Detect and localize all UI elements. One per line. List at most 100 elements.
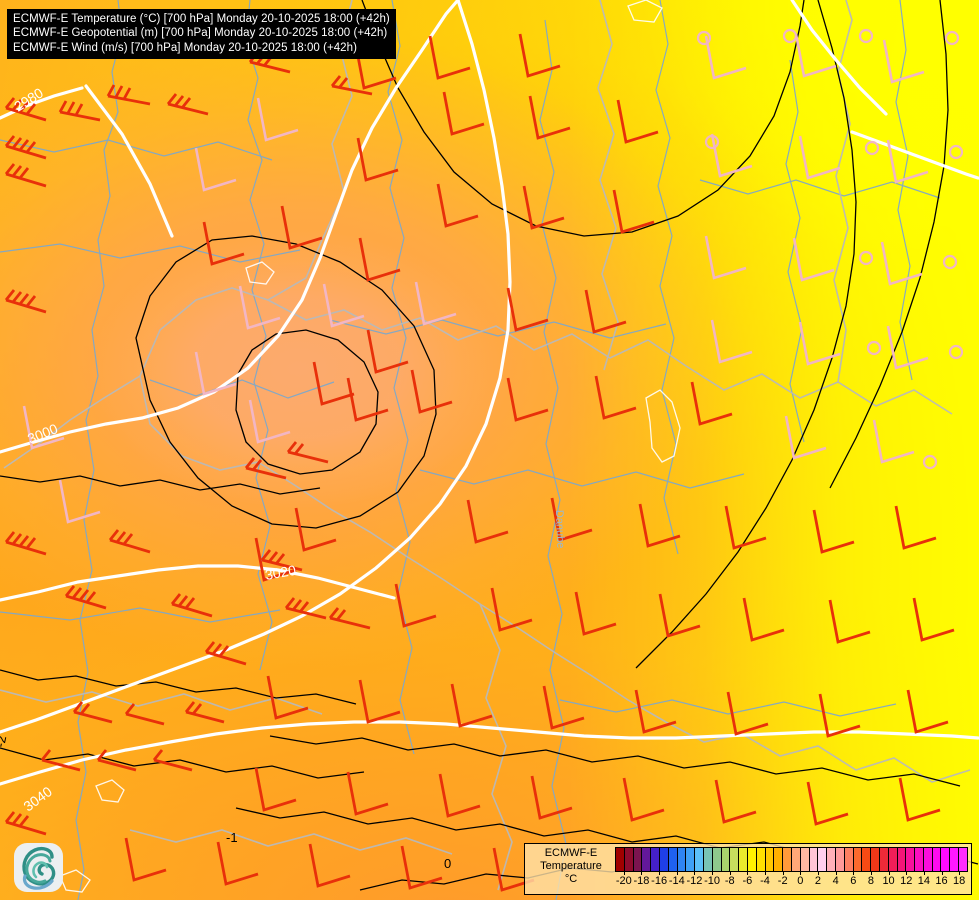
colorbar-tick-label: -6: [742, 875, 753, 887]
colorbar-swatch: [888, 848, 898, 871]
colorbar-swatch: [756, 848, 766, 871]
colorbar-tick-mark: [765, 872, 767, 875]
colorbar-swatch: [659, 848, 669, 871]
colorbar-tick-mark: [623, 872, 625, 875]
colorbar: [615, 847, 968, 872]
colorbar-swatch: [941, 848, 951, 871]
colorbar-swatch: [633, 848, 643, 871]
colorbar-tick-mark: [835, 872, 837, 875]
river-network: [0, 0, 941, 900]
title-line-geopotential: ECMWF-E Geopotential (m) [700 hPa] Monda…: [13, 27, 388, 40]
colorbar-tick-mark: [800, 872, 802, 875]
colorbar-tick-mark: [888, 872, 890, 875]
geopotential-label-3040: 3040: [20, 783, 55, 814]
colorbar-tick-label: -18: [633, 875, 650, 887]
colorbar-swatch: [932, 848, 942, 871]
colorbar-swatch: [747, 848, 757, 871]
colorbar-tick-label: -16: [651, 875, 668, 887]
colorbar-tick-label: -12: [686, 875, 703, 887]
colorbar-swatch: [765, 848, 775, 871]
colorbar-tick-mark: [641, 872, 643, 875]
colorbar-tick-mark: [782, 872, 784, 875]
colorbar-tick-mark: [853, 872, 855, 875]
isotherm-label-minus1: -1: [226, 830, 238, 845]
colorbar-tick-mark: [923, 872, 925, 875]
colorbar-swatch: [827, 848, 836, 871]
colorbar-tick-label: 2: [814, 875, 822, 887]
colorbar-swatch: [686, 848, 696, 871]
colorbar-tick-label: 0: [797, 875, 804, 887]
colorbar-ticks: -20 -18 -16 -14 -12 -10 -8 -6 -4 -2 0 2 4 6 8 10 12 14 16 1…: [615, 872, 968, 894]
legend-unit: °C: [564, 873, 578, 885]
geopotential-contour-labels: 2980 3000 3020 3040: [11, 84, 297, 814]
colorbar-tick-mark: [817, 872, 819, 875]
colorbar-swatch: [800, 848, 810, 871]
colorbar-swatch: [774, 848, 784, 871]
colorbar-swatch: [862, 848, 872, 871]
colorbar-tick-mark: [729, 872, 731, 875]
colorbar-swatch: [703, 848, 713, 871]
colorbar-tick-label: 18: [953, 875, 966, 887]
colorbar-swatch: [616, 848, 625, 871]
river-label-danube: Danube: [553, 510, 566, 549]
colorbar-tick-mark: [870, 872, 872, 875]
title-line-wind: ECMWF-E Wind (m/s) [700 hPa] Monday 20-1…: [13, 41, 357, 54]
legend-label: ECMWF-E Temperature °C: [529, 847, 613, 886]
title-line-temperature: ECMWF-E Temperature (°C) [700 hPa] Monda…: [13, 13, 390, 25]
colorbar-swatch: [809, 848, 819, 871]
colorbar-swatch: [730, 848, 740, 871]
cyclone-spiral-logo[interactable]: [14, 843, 63, 892]
colorbar-swatch: [739, 848, 748, 871]
isotherm-labels: -2 -1 0: [0, 734, 451, 871]
colorbar-tick-mark: [659, 872, 661, 875]
spiral-icon: [22, 847, 56, 890]
colorbar-tick-label: 12: [900, 875, 913, 887]
colorbar-tick-label: -2: [777, 875, 788, 887]
colorbar-swatch: [844, 848, 854, 871]
legend-box: ECMWF-E Temperature °C -20 -18 -16 -14 -12 -1…: [524, 843, 972, 895]
wind-barbs-strong: [4, 33, 955, 892]
colorbar-swatch: [871, 848, 880, 871]
colorbar-tick-label: 10: [882, 875, 895, 887]
geopotential-label-2980: 2980: [11, 84, 46, 114]
colorbar-swatch: [783, 848, 792, 871]
colorbar-tick-label: 16: [935, 875, 948, 887]
geopotential-label-3000: 3000: [25, 420, 60, 447]
colorbar-tick-label: -20: [615, 875, 632, 887]
colorbar-swatch: [695, 848, 704, 871]
isotherm-label-zero: 0: [444, 856, 451, 871]
colorbar-swatch: [818, 848, 828, 871]
colorbar-tick-label: -10: [704, 875, 721, 887]
colorbar-tick-mark: [959, 872, 961, 875]
colorbar-swatch: [915, 848, 924, 871]
colorbar-swatch: [791, 848, 801, 871]
legend-model-name: ECMWF-E: [544, 847, 598, 859]
colorbar-swatch: [624, 848, 634, 871]
colorbar-tick-mark: [906, 872, 908, 875]
colorbar-tick-mark: [712, 872, 714, 875]
colorbar-swatch: [950, 848, 960, 871]
colorbar-tick-label: 6: [850, 875, 857, 887]
colorbar-tick-mark: [694, 872, 696, 875]
legend-variable-name: Temperature: [540, 860, 602, 872]
colorbar-swatch: [906, 848, 916, 871]
colorbar-tick-mark: [676, 872, 678, 875]
wind-barbs-light: [22, 28, 964, 524]
colorbar-swatch: [835, 848, 845, 871]
colorbar-swatch: [642, 848, 652, 871]
title-box: ECMWF-E Temperature (°C) [700 hPa] Monda…: [7, 9, 396, 59]
colorbar-tick-label: -4: [760, 875, 770, 887]
isotherm-label-minus2: -2: [0, 734, 9, 748]
colorbar-swatch: [959, 848, 967, 871]
geopotential-label-3020: 3020: [264, 562, 298, 583]
colorbar-tick-mark: [747, 872, 749, 875]
colorbar-tick-label: -14: [668, 875, 685, 887]
colorbar-swatch: [897, 848, 907, 871]
